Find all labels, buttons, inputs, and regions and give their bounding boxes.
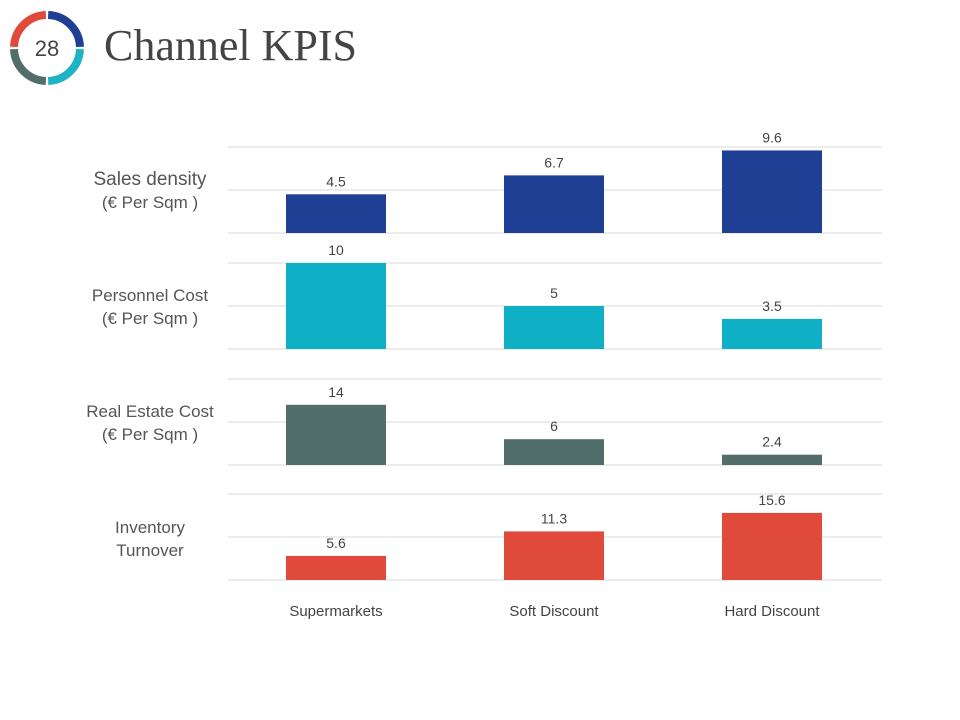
bar — [504, 175, 604, 233]
category-label: Hard Discount — [724, 603, 820, 620]
panel-4: 5.6 11.3 15.6 — [228, 492, 882, 581]
panel-2: 10 5 3.5 — [228, 242, 882, 350]
bar — [286, 404, 386, 465]
badge-ring-segment — [10, 48, 47, 85]
row-label-line1: Personnel Cost — [91, 286, 209, 305]
slide-number: 28 — [35, 36, 59, 61]
data-label: 14 — [328, 384, 344, 400]
row-label-line2: (€ Per Sqm ) — [101, 425, 199, 444]
row-label: Inventory Turnover — [60, 516, 240, 562]
row-label-line2: (€ Per Sqm ) — [101, 309, 199, 328]
category-label: Soft Discount — [509, 603, 599, 620]
badge-ring-segment — [47, 48, 84, 85]
badge-ring — [10, 11, 84, 85]
bar — [722, 454, 822, 465]
bar — [722, 512, 822, 580]
bar — [286, 263, 386, 349]
data-label: 6.7 — [544, 154, 564, 170]
data-label: 5.6 — [326, 535, 346, 551]
row-label: Sales density (€ Per Sqm ) — [60, 168, 240, 214]
row-label-line1: Inventory — [115, 518, 185, 537]
data-label: 10 — [328, 242, 344, 258]
bar — [504, 306, 604, 349]
data-label: 4.5 — [326, 173, 346, 189]
row-label: Real Estate Cost (€ Per Sqm ) — [60, 400, 240, 446]
badge-ring-segment — [47, 11, 84, 48]
data-label: 3.5 — [762, 298, 782, 314]
bar — [722, 318, 822, 349]
data-label: 5 — [550, 285, 558, 301]
panel-3: 14 6 2.4 — [228, 378, 882, 466]
bar — [286, 194, 386, 233]
row-label-line1: Sales density — [93, 169, 207, 190]
slide-title: Channel KPIS — [104, 21, 357, 70]
panel-1: 4.5 6.7 9.6 — [228, 129, 882, 234]
badge-center — [20, 21, 74, 75]
data-label: 6 — [550, 418, 558, 434]
bar — [504, 531, 604, 580]
row-label-line1: Real Estate Cost — [86, 402, 214, 421]
bar — [722, 150, 822, 233]
slide-number-badge: 28 — [10, 11, 84, 85]
row-label-line2: (€ Per Sqm ) — [101, 193, 199, 212]
data-label: 9.6 — [762, 129, 782, 145]
badge-ring-segment — [10, 11, 47, 48]
data-label: 15.6 — [758, 492, 785, 508]
category-label: Supermarkets — [289, 603, 382, 620]
row-label-line2: Turnover — [116, 541, 184, 560]
bar — [286, 555, 386, 580]
data-label: 11.3 — [541, 510, 567, 526]
row-label: Personnel Cost (€ Per Sqm ) — [60, 284, 240, 330]
data-label: 2.4 — [762, 434, 782, 450]
bar — [504, 439, 604, 465]
